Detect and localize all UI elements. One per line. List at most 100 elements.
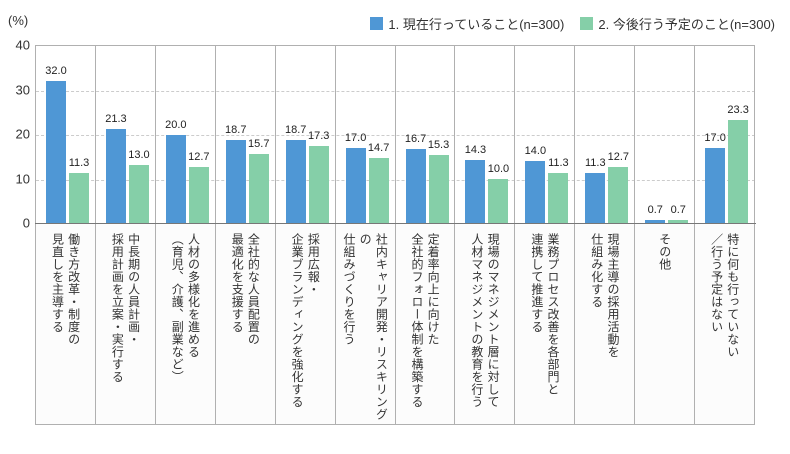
- bar-value-label: 17.0: [344, 131, 367, 144]
- bar-planned: [728, 119, 749, 223]
- category-cell: 業務プロセス改善を各部門と 連携して推進する: [515, 224, 576, 424]
- bar-value-label: 20.0: [165, 118, 187, 131]
- chart-column: 17.0 23.3: [695, 46, 756, 223]
- category-label: 特に何も行っていない ／行う予定はない: [709, 233, 740, 358]
- category-label: 現場主導の採用活動を 仕組み化する: [589, 233, 620, 358]
- y-tick-label: 30: [15, 82, 30, 97]
- bar-value-label: 12.7: [188, 150, 210, 163]
- chart-column: 16.7 15.3: [396, 46, 456, 223]
- category-cell: 全社的な人員配置の 最適化を支援する: [216, 224, 276, 424]
- bar-planned: [188, 166, 209, 223]
- bar-value-label: 16.7: [404, 133, 427, 146]
- category-cell: 人材の多様化を進める （育児、介護、副業など）: [156, 224, 216, 424]
- bar-value-label: 10.0: [487, 162, 510, 175]
- bar-current: [285, 140, 306, 223]
- category-label: 採用広報・ 企業ブランディングを強化する: [290, 233, 321, 408]
- bar-value-label: 17.3: [307, 130, 330, 143]
- bar-current: [465, 159, 486, 223]
- legend-label: 1. 現在行っていること(n=300): [388, 17, 565, 32]
- bar-value-label: 15.7: [248, 137, 270, 150]
- legend-swatch-current: [370, 17, 384, 30]
- bar-planned: [248, 153, 269, 223]
- chart-column: 18.7 17.3: [276, 46, 336, 223]
- bar-current: [46, 81, 66, 223]
- bar-value-label: 11.3: [585, 157, 606, 169]
- bar-current: [105, 128, 126, 223]
- bar-value-label: 23.3: [727, 103, 749, 116]
- plot-area: 32.0 11.3 21.3 13.0 20.0 12.7 18.7 15.7 18.7 17.3…: [35, 45, 756, 223]
- chart-column: 14.0 11.3: [515, 46, 576, 223]
- legend-item-current: 1. 現在行っていること(n=300): [370, 14, 564, 33]
- category-cell: 社内キャリア開発・リスキリングの 仕組みづくりを行う: [336, 224, 396, 424]
- category-label: 働き方改革・制度の 見直しを主導する: [50, 233, 81, 346]
- bar-value-label: 32.0: [45, 65, 67, 78]
- bar-planned: [368, 157, 389, 223]
- bar-current: [705, 147, 726, 223]
- legend-item-planned: 2. 今後行う予定のこと(n=300): [580, 14, 775, 33]
- category-cell: 現場のマネジメント層に対して 人材マネジメントの教育を行う: [455, 224, 516, 424]
- category-cell: 定着率向上に向けた 全社的フォロー体制を構築する: [396, 224, 456, 424]
- bar-value-label: 14.0: [524, 145, 547, 158]
- category-label: その他: [657, 233, 672, 271]
- bar-current: [525, 161, 546, 223]
- bar-planned: [668, 219, 689, 223]
- bar-planned: [69, 173, 89, 223]
- category-cell: 中長期の人員計画・ 採用計画を立案・実行する: [96, 224, 156, 424]
- bar-value-label: 11.3: [548, 157, 569, 169]
- bar-current: [645, 219, 666, 223]
- bar-current: [585, 173, 606, 223]
- category-label: 人材の多様化を進める （育児、介護、副業など）: [170, 233, 201, 383]
- x-axis-line: [35, 223, 756, 224]
- bar-value-label: 14.7: [367, 141, 390, 154]
- y-tick-label: 20: [15, 126, 30, 142]
- category-cell: 採用広報・ 企業ブランディングを強化する: [276, 224, 336, 424]
- y-tick-label: 10: [15, 171, 30, 186]
- bar-value-label: 12.7: [607, 150, 630, 163]
- y-axis-unit-label: (%): [8, 13, 29, 28]
- chart-legend: 1. 現在行っていること(n=300) 2. 今後行う予定のこと(n=300): [370, 14, 775, 33]
- y-tick-label: 0: [22, 215, 30, 231]
- bar-planned: [608, 166, 629, 223]
- category-cell: 働き方改革・制度の 見直しを主導する: [36, 224, 96, 424]
- category-label: 中長期の人員計画・ 採用計画を立案・実行する: [110, 233, 141, 383]
- bar-current: [225, 140, 246, 223]
- bar-planned: [128, 165, 149, 223]
- bar-planned: [488, 178, 509, 223]
- chart-column: 21.3 13.0: [96, 46, 156, 223]
- chart-column: 14.3 10.0: [455, 46, 516, 223]
- category-cell: 現場主導の採用活動を 仕組み化する: [575, 224, 636, 424]
- chart-column: 11.3 12.7: [575, 46, 636, 223]
- bar-value-label: 15.3: [427, 139, 450, 152]
- bar-current: [345, 147, 366, 223]
- bar-planned: [428, 155, 449, 223]
- bar-value-label: 17.0: [704, 131, 726, 144]
- category-label: 業務プロセス改善を各部門と 連携して推進する: [529, 233, 561, 396]
- bar-value-label: 0.7: [647, 203, 663, 216]
- category-labels: 働き方改革・制度の 見直しを主導する 中長期の人員計画・ 採用計画を立案・実行する…: [35, 224, 756, 425]
- bar-value-label: 0.7: [670, 203, 686, 216]
- chart-column: 18.7 15.7: [216, 46, 276, 223]
- category-label: 定着率向上に向けた 全社的フォロー体制を構築する: [409, 233, 441, 408]
- y-tick-label: 40: [15, 37, 30, 53]
- legend-label: 2. 今後行う予定のこと(n=300): [598, 17, 775, 32]
- category-cell: 特に何も行っていない ／行う予定はない: [695, 224, 756, 424]
- chart-column: 20.0 12.7: [156, 46, 216, 223]
- bar-current: [165, 134, 186, 223]
- chart-column: 17.0 14.7: [336, 46, 396, 223]
- bar-value-label: 14.3: [464, 143, 487, 156]
- bar-value-label: 13.0: [128, 149, 150, 162]
- bar-current: [405, 149, 426, 223]
- bar-planned: [548, 173, 569, 223]
- legend-swatch-planned: [580, 17, 594, 30]
- bar-value-label: 11.3: [68, 157, 90, 169]
- category-label: 現場のマネジメント層に対して 人材マネジメントの教育を行う: [469, 233, 501, 408]
- bar-value-label: 21.3: [105, 112, 127, 125]
- category-cell: その他: [635, 224, 696, 424]
- bar-planned: [308, 146, 329, 223]
- category-label: 社内キャリア開発・リスキリングの 仕組みづくりを行う: [341, 233, 389, 421]
- bar-value-label: 18.7: [225, 124, 247, 137]
- chart-column: 0.7 0.7: [635, 46, 696, 223]
- category-label: 全社的な人員配置の 最適化を支援する: [230, 233, 261, 346]
- chart-column: 32.0 11.3: [36, 46, 96, 223]
